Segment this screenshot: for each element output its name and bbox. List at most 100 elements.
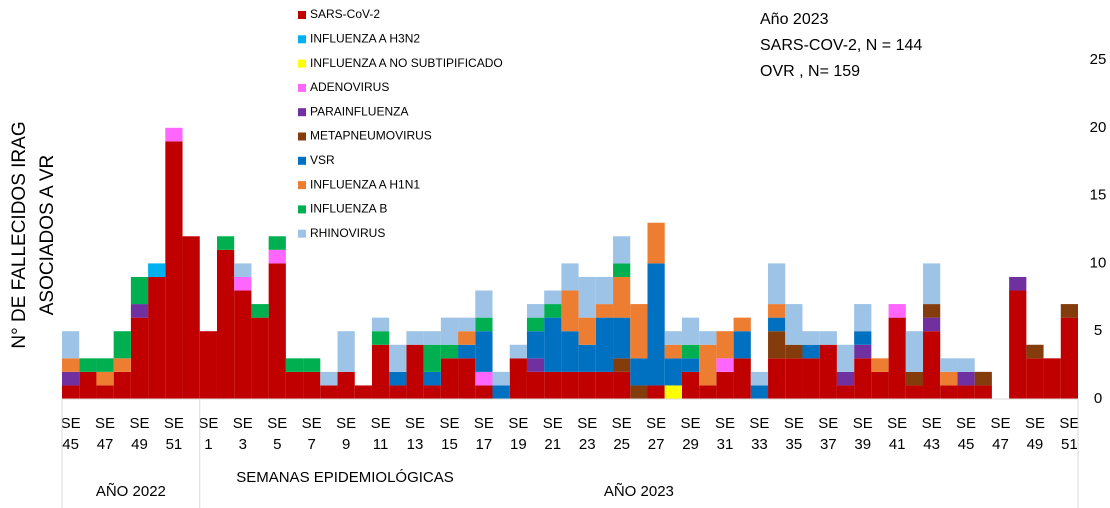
bar-segment <box>974 385 992 399</box>
bar-segment <box>664 385 682 399</box>
bar-segment <box>888 304 906 318</box>
bar-segment <box>526 358 545 372</box>
bar-segment <box>216 249 235 399</box>
y-tick-label: 20 <box>1090 119 1107 136</box>
bar-segment <box>802 344 820 359</box>
bar-segment <box>785 358 803 399</box>
bar-segment <box>285 371 304 399</box>
bar-segment <box>1060 317 1078 399</box>
bar-segment <box>475 331 493 372</box>
x-tick-prefix: SE <box>267 415 287 432</box>
x-tick-prefix: SE <box>405 415 425 432</box>
x-tick-prefix: SE <box>681 415 701 432</box>
y-tick-label: 0 <box>1094 390 1102 407</box>
bar-segment <box>595 371 614 399</box>
x-tick-label: 43 <box>923 436 940 453</box>
x-tick-label: 11 <box>373 436 389 453</box>
bar-segment <box>578 317 596 345</box>
x-axis-title: SEMANAS EPIDEMIOLÓGICAS <box>236 469 454 486</box>
x-tick-prefix: SE <box>164 415 184 432</box>
bar-segment <box>1060 304 1078 318</box>
bar-segment <box>268 263 286 399</box>
bar-segment <box>458 331 476 345</box>
bar-segment <box>113 358 131 372</box>
x-tick-label: 49 <box>1027 436 1044 453</box>
bar-segment <box>458 317 476 332</box>
y-tick-label: 5 <box>1094 322 1102 339</box>
bar-segment <box>613 263 631 277</box>
x-tick-label: 23 <box>579 436 596 453</box>
bar-segment <box>113 371 131 399</box>
bar-segment <box>320 385 338 399</box>
bar-segment <box>148 276 166 399</box>
bar-segment <box>509 358 527 399</box>
bar-segment <box>681 344 700 359</box>
bar-segment <box>130 304 149 318</box>
x-tick-prefix: SE <box>715 415 735 432</box>
x-tick-label: 21 <box>544 436 561 453</box>
legend-swatch <box>298 11 306 19</box>
y-axis-title: ASOCIADOS A VR <box>37 155 58 316</box>
x-tick-prefix: SE <box>1059 415 1079 432</box>
bar-segment <box>595 276 614 305</box>
bar-segment <box>561 290 579 332</box>
x-tick-prefix: SE <box>95 415 115 432</box>
bar-segment <box>148 263 166 277</box>
legend-label: SARS-CoV-2 <box>310 7 380 21</box>
bar-segment <box>62 385 80 399</box>
bar-segment <box>475 317 493 332</box>
bar-segment <box>716 331 734 359</box>
x-tick-prefix: SE <box>749 415 769 432</box>
bar-segment <box>630 358 648 386</box>
bar-segment <box>768 304 786 318</box>
x-tick-label: 15 <box>441 436 458 453</box>
bar-segment <box>940 358 958 372</box>
bar-segment <box>79 371 97 399</box>
bar-segment <box>475 385 493 399</box>
y-tick-label: 10 <box>1090 254 1107 271</box>
bar-segment <box>871 371 889 399</box>
x-tick-prefix: SE <box>543 415 563 432</box>
bar-segment <box>492 371 510 386</box>
x-tick-label: 7 <box>308 436 316 453</box>
bar-segment <box>595 304 614 318</box>
bar-segment <box>216 236 235 250</box>
bar-segment <box>940 385 958 399</box>
bar-segment <box>613 317 631 359</box>
year-label: AÑO 2023 <box>604 483 674 500</box>
bar-segment <box>699 385 717 399</box>
bar-segment <box>613 358 631 372</box>
annotation: SARS-COV-2, N = 144 <box>760 37 922 54</box>
legend-label: INFLUENZA A NO SUBTIPIFICADO <box>310 56 503 70</box>
bar-segment <box>526 371 545 399</box>
bar-segment <box>423 371 441 386</box>
bar-segment <box>699 331 717 345</box>
x-tick-label: 51 <box>166 436 183 453</box>
bar-segment <box>716 371 734 399</box>
bar-segment <box>923 263 941 305</box>
legend-swatch <box>298 59 306 68</box>
bar-segment <box>371 317 390 332</box>
bar-segment <box>475 290 493 318</box>
legend-label: PARAINFLUENZA <box>310 104 408 118</box>
legend-swatch <box>298 205 306 214</box>
bar-segment <box>733 358 751 399</box>
x-tick-prefix: SE <box>474 415 494 432</box>
bar-segment <box>854 304 872 332</box>
x-tick-prefix: SE <box>439 415 459 432</box>
bar-segment <box>251 317 269 399</box>
bar-segment <box>681 371 700 399</box>
bar-segment <box>423 331 441 345</box>
bar-segment <box>234 263 252 277</box>
x-tick-label: 29 <box>682 436 699 453</box>
bar-segment <box>423 385 441 399</box>
x-tick-label: 27 <box>648 436 665 453</box>
legend-swatch <box>298 132 306 141</box>
x-tick-prefix: SE <box>646 415 666 432</box>
bar-segment <box>905 331 924 372</box>
bar-segment <box>561 371 579 399</box>
bar-segment <box>957 371 975 386</box>
legend-swatch <box>298 83 306 92</box>
bar-segment <box>613 371 631 399</box>
